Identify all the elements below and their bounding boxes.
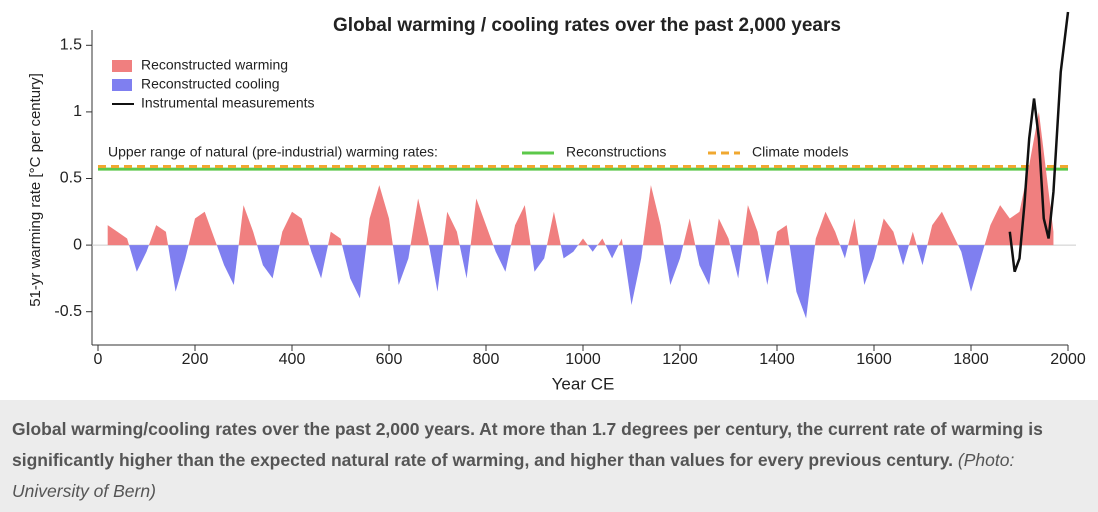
legend-label: Reconstructed cooling: [141, 76, 280, 92]
area: [848, 218, 859, 246]
reference-label: Upper range of natural (pre-industrial) …: [108, 144, 438, 160]
x-tick-label: 1600: [856, 351, 892, 368]
area: [916, 245, 928, 266]
y-axis-title: 51-yr warming rate [°C per century]: [27, 73, 44, 307]
legend-label: Climate models: [752, 144, 848, 160]
x-tick-label: 400: [279, 351, 306, 368]
area: [597, 238, 606, 246]
x-tick-label: 1800: [953, 351, 989, 368]
area: [587, 245, 598, 252]
area: [443, 211, 460, 246]
area: [789, 245, 815, 319]
area: [742, 205, 761, 246]
area: [493, 245, 511, 272]
line: [1008, 11, 1070, 273]
area: [908, 231, 917, 246]
area: [858, 245, 878, 286]
y-tick-label: 0: [73, 236, 82, 253]
x-tick-label: 800: [473, 351, 500, 368]
legend-label: Reconstructions: [566, 144, 666, 160]
area: [216, 245, 239, 286]
area: [774, 225, 790, 246]
area: [578, 238, 588, 246]
x-tick-label: 0: [94, 351, 103, 368]
x-tick-label: 2000: [1050, 351, 1086, 368]
area: [984, 111, 1054, 246]
caption: Global warming/cooling rates over the pa…: [0, 400, 1098, 512]
area: [840, 245, 849, 259]
area: [927, 211, 959, 246]
area: [309, 245, 329, 279]
legend-label: Reconstructed warming: [141, 57, 288, 73]
area: [257, 245, 280, 279]
area: [510, 205, 531, 246]
area: [459, 245, 471, 279]
area: [714, 218, 731, 246]
caption-credit: (Photo: University of Bern): [12, 450, 1015, 501]
x-axis-title: Year CE: [552, 374, 615, 393]
area: [560, 245, 579, 259]
area: [814, 211, 841, 246]
area: [530, 245, 547, 272]
area: [605, 245, 619, 259]
area: [683, 218, 696, 246]
legend-swatch: [112, 60, 132, 72]
area: [410, 198, 430, 246]
x-tick-label: 600: [376, 351, 403, 368]
area: [897, 245, 909, 266]
area: [546, 211, 561, 246]
area: [148, 225, 169, 246]
chart-title: Global warming / cooling rates over the …: [333, 15, 841, 36]
area: [663, 245, 684, 286]
area: [429, 245, 444, 292]
x-tick-label: 1400: [759, 351, 795, 368]
area: [730, 245, 743, 279]
area: [642, 185, 664, 246]
area: [622, 245, 643, 306]
x-tick-label: 1000: [565, 351, 601, 368]
area: [958, 245, 985, 292]
area: [168, 245, 189, 292]
legend-label: Instrumental measurements: [141, 95, 315, 111]
area: [342, 245, 367, 299]
area: [328, 231, 343, 246]
y-tick-label: 0.5: [60, 170, 82, 187]
x-tick-label: 1200: [662, 351, 698, 368]
area: [238, 205, 258, 246]
caption-text: Global warming/cooling rates over the pa…: [12, 419, 1043, 470]
area: [366, 185, 393, 246]
area: [877, 218, 898, 246]
area: [760, 245, 775, 286]
area: [188, 211, 217, 246]
area: [695, 245, 715, 286]
area: [618, 238, 623, 246]
x-tick-label: 200: [182, 351, 209, 368]
chart: Global warming / cooling rates over the …: [27, 11, 1086, 393]
y-tick-label: 1.5: [60, 37, 82, 54]
area: [129, 245, 149, 272]
y-tick-label: 1: [73, 103, 82, 120]
y-tick-label: -0.5: [54, 303, 82, 320]
area: [392, 245, 411, 286]
area: [470, 198, 494, 246]
area: [279, 211, 310, 246]
area: [107, 225, 130, 246]
legend-swatch: [112, 79, 132, 91]
